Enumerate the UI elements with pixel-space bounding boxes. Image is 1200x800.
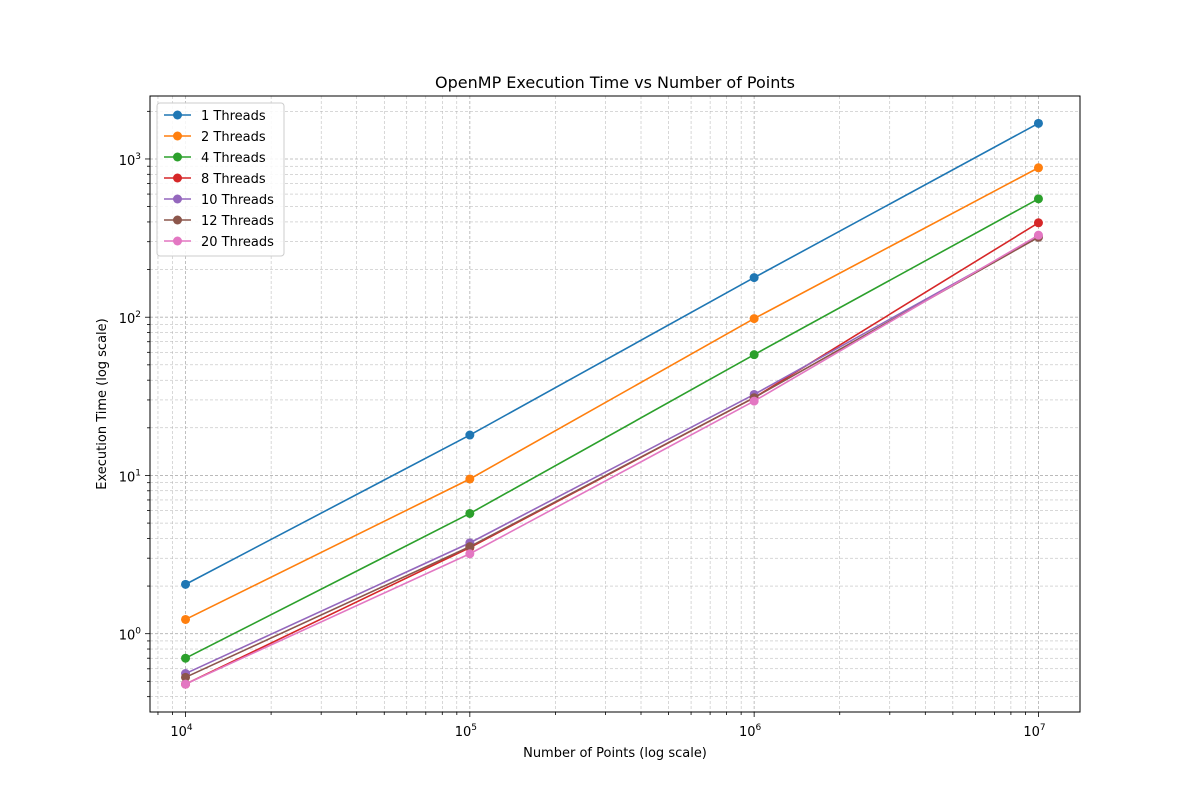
legend-item: 4 Threads: [164, 151, 266, 166]
x-tick-label: 107: [1023, 723, 1045, 740]
data-point: [1033, 118, 1043, 128]
data-point: [181, 672, 191, 682]
series-3: [181, 194, 1043, 663]
legend: 1 Threads 2 Threads 4 Threads 8 Threads 10 T…: [156, 102, 285, 257]
data-point: [465, 430, 475, 440]
data-point: [749, 350, 759, 360]
legend-item: 10 Threads: [164, 193, 274, 208]
y-tick-label: 101: [119, 468, 141, 485]
data-point: [465, 508, 475, 518]
x-axis-label: Number of Points (log scale): [523, 746, 707, 761]
data-point: [465, 549, 475, 559]
x-tick-label: 105: [455, 723, 477, 740]
data-point: [749, 314, 759, 324]
series-2: [181, 163, 1043, 624]
legend-item: 12 Threads: [164, 214, 274, 229]
legend-marker: [173, 131, 182, 141]
legend-label: 4 Threads: [201, 151, 266, 166]
legend-item: 2 Threads: [164, 130, 266, 145]
series-7: [181, 230, 1043, 689]
series-layer: [181, 118, 1043, 689]
x-tick-label: 104: [170, 723, 193, 740]
series-line: [185, 198, 1039, 659]
y-axis-label: Execution Time (log scale): [95, 318, 110, 489]
series-1: [181, 118, 1043, 589]
x-tick-label: 106: [739, 723, 762, 740]
y-tick-label: 103: [119, 152, 141, 169]
series-line: [185, 122, 1039, 586]
data-point: [181, 679, 191, 689]
data-point: [181, 579, 191, 589]
data-point: [465, 542, 475, 552]
data-point: [1033, 194, 1043, 204]
plot-area-frame: [149, 95, 1081, 713]
data-point: [1033, 218, 1043, 228]
data-point: [465, 474, 475, 484]
data-point: [181, 614, 191, 624]
data-point: [749, 396, 759, 406]
legend-label: 10 Threads: [201, 193, 274, 208]
legend-label: 2 Threads: [201, 130, 266, 145]
axes: 104 105 106 107 100 101 102 103: [119, 110, 1046, 740]
legend-marker: [173, 173, 182, 183]
data-point: [749, 273, 759, 283]
series-line: [185, 234, 1039, 685]
legend-marker: [173, 236, 182, 246]
chart-title: OpenMP Execution Time vs Number of Point…: [435, 73, 795, 92]
data-point: [181, 653, 191, 663]
legend-marker: [173, 152, 182, 162]
legend-marker: [173, 194, 182, 204]
legend-label: 1 Threads: [201, 109, 266, 124]
legend-item: 20 Threads: [164, 235, 274, 250]
legend-item: 8 Threads: [164, 172, 266, 187]
legend-label: 8 Threads: [201, 172, 266, 187]
legend-marker: [173, 110, 182, 120]
legend-label: 20 Threads: [201, 235, 274, 250]
legend-marker: [173, 215, 182, 225]
legend-label: 12 Threads: [201, 214, 274, 229]
series-line: [185, 167, 1039, 621]
y-tick-label: 100: [119, 627, 142, 644]
data-point: [1033, 230, 1043, 240]
data-point: [1033, 163, 1043, 173]
legend-item: 1 Threads: [164, 109, 266, 124]
series-line: [185, 236, 1039, 675]
y-tick-label: 102: [119, 310, 141, 327]
legend-box: [156, 102, 285, 257]
